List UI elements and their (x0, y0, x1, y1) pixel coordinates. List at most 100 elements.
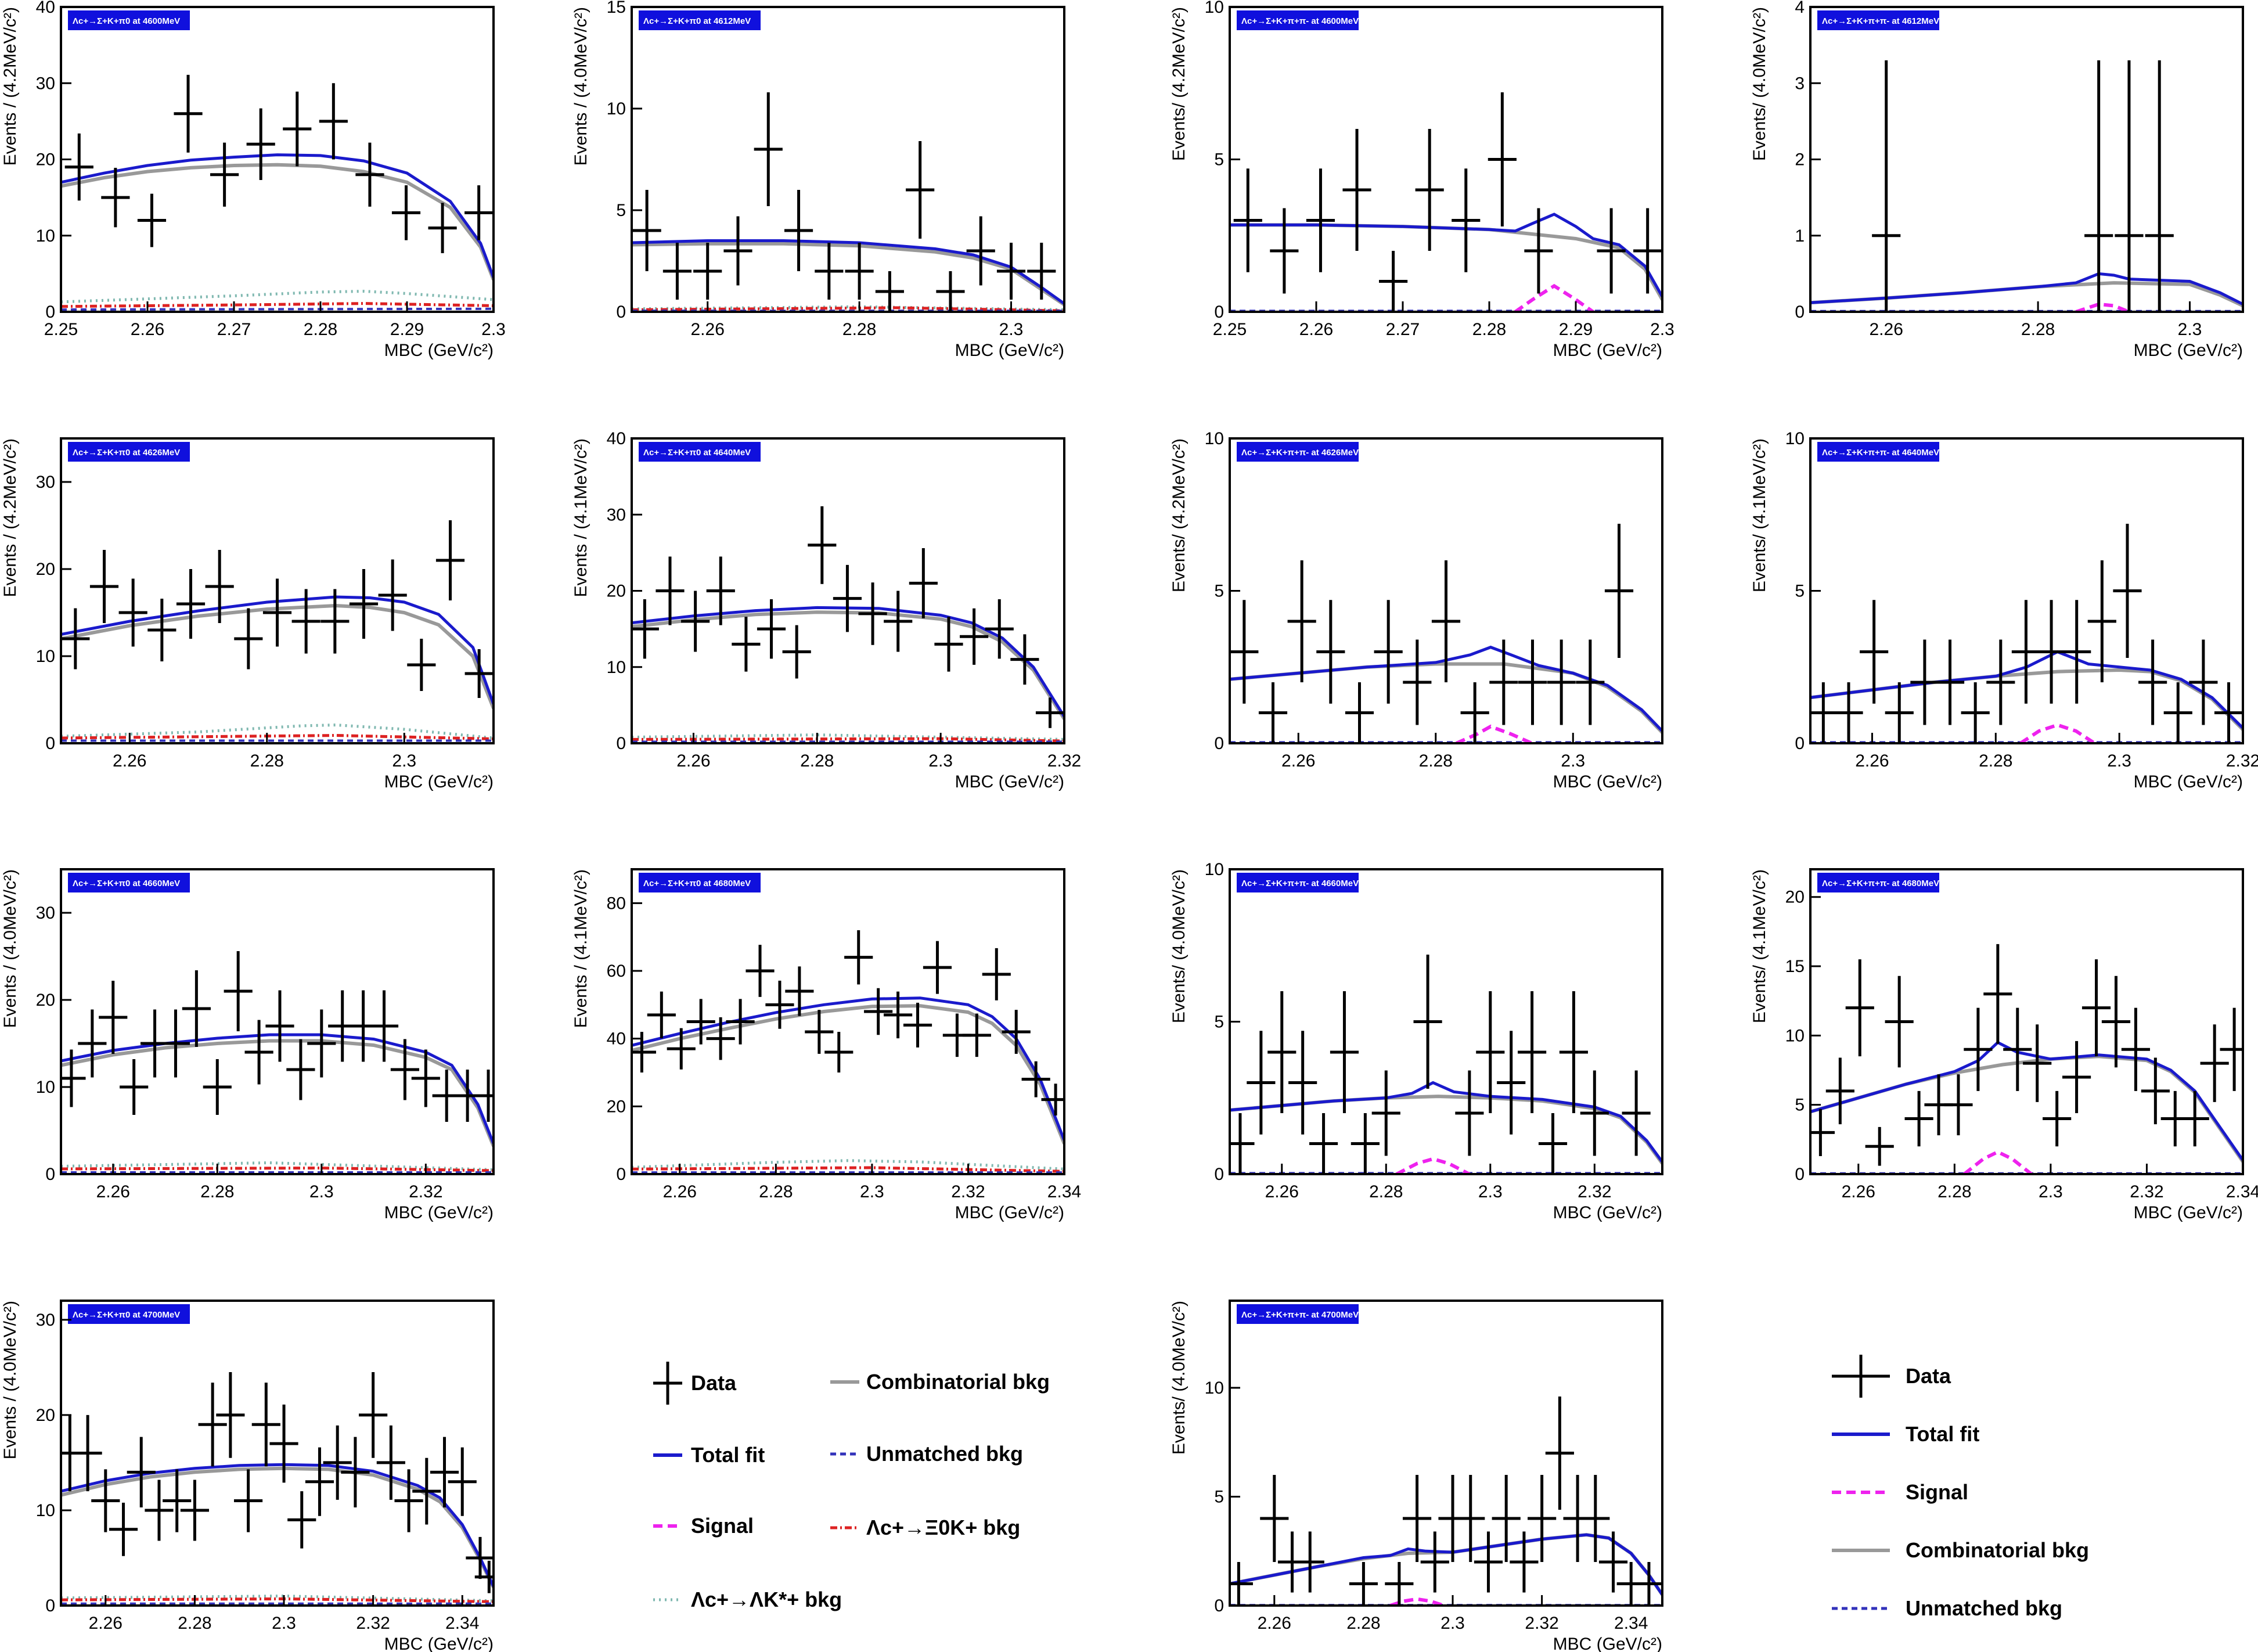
x-tick-label: 2.3 (999, 320, 1024, 339)
legend-sigma-k-pi-pi: Data Total fit Signal Combinatorial bkg … (1832, 1355, 2089, 1620)
data-point (1547, 639, 1576, 725)
x-tick-label: 2.28 (800, 751, 834, 771)
legend-signal-entry: Signal (653, 1514, 754, 1538)
data-point (996, 243, 1026, 300)
x-tick-label: 2.26 (113, 751, 146, 771)
data-point (2214, 682, 2243, 743)
chart-panel-p6: Λc+→Σ+K+π0 at 4640MeV 2.26 2.28 2.3 2.32 0 10 2… (571, 429, 1081, 791)
data-point (369, 990, 399, 1062)
y-tick-label: 10 (1205, 429, 1224, 448)
x-tick-label: 2.26 (1265, 1182, 1299, 1201)
x-tick-label: 2.32 (2226, 751, 2258, 771)
signal-curve (1963, 1150, 2033, 1174)
data-point (2220, 1007, 2243, 1091)
data-point (1622, 1070, 1651, 1156)
x-tick-label: 2.27 (1386, 320, 1420, 339)
x-tick-label: 2.3 (272, 1614, 296, 1633)
legend2-comb-label: Combinatorial bkg (1906, 1538, 2089, 1562)
data-point (1260, 1475, 1289, 1562)
data-point (2081, 959, 2111, 1057)
data-point (198, 1383, 227, 1467)
x-tick-label: 2.32 (1525, 1614, 1558, 1633)
x-tick-label: 2.3 (392, 751, 416, 771)
legend-sigma-k-pi0: Data Total fit Signal Λc+→ΛK*+ bkg Combi… (653, 1362, 1050, 1611)
data-point (1604, 524, 1634, 658)
data-point (1330, 991, 1359, 1113)
y-tick-label: 0 (1795, 303, 1805, 322)
data-point (394, 1469, 423, 1532)
data-point (2145, 60, 2174, 312)
data-point (1865, 1126, 1894, 1166)
data-point (1345, 682, 1374, 743)
legend-signal-label: Signal (691, 1514, 754, 1538)
chart-panel-p8: Λc+→Σ+K+π+π- at 4640MeV 2.26 2.28 2.3 2.32 0 5… (1750, 429, 2258, 791)
data-point (903, 1002, 932, 1048)
data-point (1230, 600, 1259, 704)
y-axis-label: Events / (4.1MeV/c²) (571, 438, 590, 597)
x-tick-label: 2.3 (1650, 320, 1674, 339)
legend2-data-label: Data (1906, 1364, 1951, 1388)
data-point (466, 1536, 494, 1579)
data-point (216, 1372, 245, 1458)
plot-frame (631, 868, 1065, 1175)
data-point (1528, 1475, 1557, 1562)
channel-tag-text: Λc+→Σ+K+π0 at 4660MeV (73, 879, 180, 888)
data-point (1983, 944, 2012, 1044)
channel-tag: Λc+→Σ+K+π+π- at 4700MeV (1237, 1304, 1359, 1324)
x-axis-label: MBC (GeV/c²) (1553, 1635, 1662, 1652)
data-point (1497, 1031, 1526, 1135)
y-tick-label: 20 (607, 582, 626, 601)
signal-curve (1455, 724, 1533, 743)
channel-tag-box (1237, 1304, 1359, 1324)
data-point (1267, 991, 1297, 1113)
channel-tag-text: Λc+→Σ+K+π0 at 4626MeV (73, 448, 180, 458)
lamk-bkg-curve (632, 1159, 1064, 1171)
data-point (1634, 1562, 1662, 1606)
y-tick-label: 40 (607, 429, 626, 448)
data-point (355, 142, 384, 207)
data-point (61, 608, 90, 670)
x-axis-label: MBC (GeV/c²) (384, 1203, 494, 1222)
chart-panel-p11: Λc+→Σ+K+π+π- at 4660MeV 2.26 2.28 2.3 2.32 0 5… (1169, 860, 1663, 1222)
legend2-unmatched-entry: Unmatched bkg (1832, 1596, 2062, 1620)
data-point (662, 243, 692, 300)
data-point (2141, 1057, 2170, 1125)
data-point (909, 548, 938, 618)
x-tick-label: 2.28 (2021, 320, 2055, 339)
data-point (1288, 1031, 1317, 1135)
x-tick-label: 2.26 (96, 1182, 130, 1201)
data-point (1460, 682, 1489, 743)
curves (1810, 524, 2243, 743)
chart-panel-p4: Λc+→Σ+K+π+π- at 4612MeV 2.26 2.28 2.3 0 1 2 3 4 M… (1750, 0, 2244, 360)
legend-unmatched-label: Unmatched bkg (866, 1442, 1023, 1466)
data-point (2101, 976, 2131, 1068)
data-point (2113, 524, 2142, 658)
x-tick-label: 2.28 (1346, 1614, 1380, 1633)
chart-panel-p12: Λc+→Σ+K+π+π- at 4680MeV 2.26 2.28 2.3 2.32 2.… (1750, 868, 2258, 1222)
x-tick-label: 2.3 (928, 751, 953, 771)
data-point (1342, 129, 1371, 251)
y-axis-label: Events/ (4.1MeV/c²) (1750, 869, 1769, 1023)
channel-tag: Λc+→Σ+K+π+π- at 4600MeV (1237, 10, 1359, 30)
x-tick-label: 2.26 (1842, 1182, 1875, 1201)
channel-tag-text: Λc+→Σ+K+π+π- at 4612MeV (1822, 16, 1939, 26)
channel-tag-box (68, 10, 190, 30)
total-fit-curve (1230, 213, 1662, 298)
data-point (723, 216, 752, 286)
y-tick-label: 80 (607, 894, 626, 913)
y-tick-label: 30 (36, 904, 55, 923)
channel-tag-box (639, 10, 761, 30)
plot-frame (60, 437, 495, 744)
channel-tag-box (639, 442, 761, 462)
data-point (2121, 1007, 2150, 1091)
data-point (174, 74, 203, 153)
data-point (1885, 976, 1914, 1068)
data-point (1518, 639, 1547, 725)
y-tick-label: 0 (1795, 1165, 1805, 1184)
data-point (632, 599, 659, 659)
plot-area (61, 869, 494, 1174)
data-point (163, 1469, 192, 1532)
x-axis-label: MBC (GeV/c²) (955, 341, 1064, 360)
y-tick-label: 10 (607, 99, 626, 118)
data-point (205, 550, 234, 623)
